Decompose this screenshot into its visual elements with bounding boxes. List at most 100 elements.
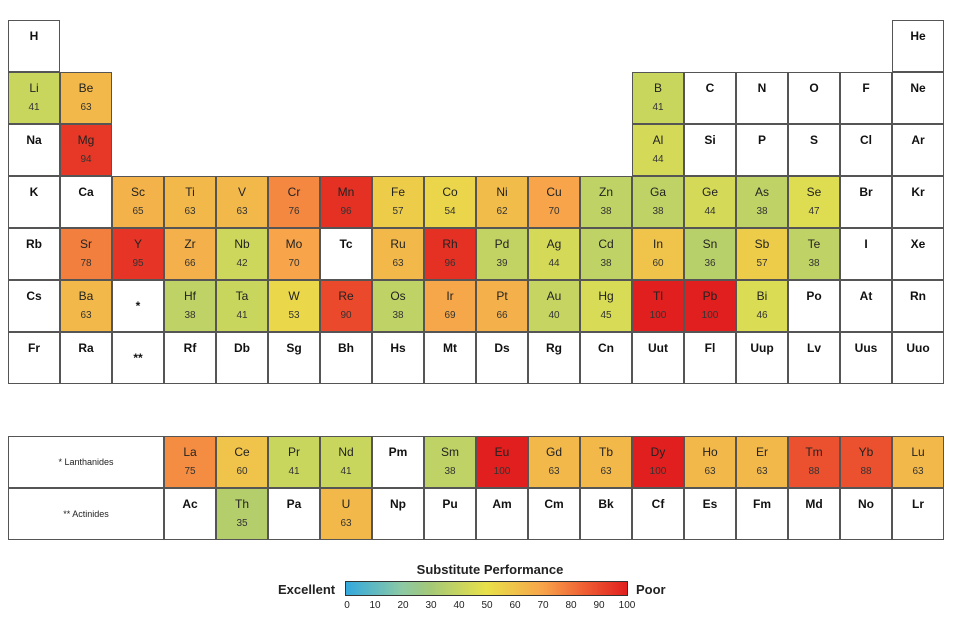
element-score: 76	[288, 206, 300, 217]
element-cell-i: I	[840, 228, 892, 280]
element-score: 38	[392, 310, 404, 321]
element-cell-sm: Sm 38	[424, 436, 476, 488]
element-score: 38	[808, 258, 820, 269]
element-cell-b: B 41	[632, 72, 684, 124]
element-score: 94	[80, 154, 92, 165]
element-symbol: H	[29, 29, 39, 43]
element-symbol: F	[862, 81, 870, 95]
element-score: 38	[756, 206, 768, 217]
element-symbol: Co	[442, 185, 458, 199]
element-symbol: Ac	[182, 497, 198, 511]
element-score: 63	[600, 466, 612, 477]
element-symbol: Si	[704, 133, 716, 147]
element-symbol: I	[864, 237, 868, 251]
element-cell-cn: Cn	[580, 332, 632, 384]
element-score: 63	[548, 466, 560, 477]
element-symbol: Nb	[234, 237, 250, 251]
element-cell-ho: Ho 63	[684, 436, 736, 488]
element-score: 41	[28, 102, 40, 113]
element-symbol: Sc	[130, 185, 145, 199]
element-score: 36	[704, 258, 716, 269]
lanthanides-label-cell: * Lanthanides	[8, 436, 164, 488]
element-cell-pa: Pa	[268, 488, 320, 540]
element-cell-sg: Sg	[268, 332, 320, 384]
element-cell-si: Si	[684, 124, 736, 176]
element-cell-pm: Pm	[372, 436, 424, 488]
element-cell-c: C	[684, 72, 736, 124]
element-score: 63	[912, 466, 924, 477]
element-symbol: Db	[234, 341, 250, 355]
element-cell-re: Re 90	[320, 280, 372, 332]
element-cell-cl: Cl	[840, 124, 892, 176]
element-cell-cr: Cr 76	[268, 176, 320, 228]
element-score: 63	[704, 466, 716, 477]
element-cell-pd: Pd 39	[476, 228, 528, 280]
element-score: 100	[493, 466, 511, 477]
element-cell-sb: Sb 57	[736, 228, 788, 280]
element-symbol: Dy	[650, 445, 666, 459]
element-symbol: Te	[807, 237, 821, 251]
element-score: 41	[288, 466, 300, 477]
element-score: 62	[496, 206, 508, 217]
element-cell-fm: Fm	[736, 488, 788, 540]
element-symbol: Fm	[753, 497, 771, 511]
legend-tick-label: 40	[453, 600, 465, 611]
lanthanide-placeholder-cell: *	[112, 280, 164, 332]
element-symbol: Lr	[912, 497, 924, 511]
element-symbol: Pa	[286, 497, 302, 511]
element-symbol: Sb	[754, 237, 770, 251]
element-cell-sr: Sr 78	[60, 228, 112, 280]
element-cell-ce: Ce 60	[216, 436, 268, 488]
element-cell-sn: Sn 36	[684, 228, 736, 280]
element-cell-es: Es	[684, 488, 736, 540]
element-symbol: Ge	[701, 185, 718, 199]
lanthanide-marker: *	[135, 299, 141, 313]
element-cell-zr: Zr 66	[164, 228, 216, 280]
element-symbol: Ir	[446, 289, 454, 303]
element-symbol: Na	[26, 133, 42, 147]
element-cell-hg: Hg 45	[580, 280, 632, 332]
element-cell-po: Po	[788, 280, 840, 332]
element-symbol: Ca	[78, 185, 94, 199]
element-cell-in: In 60	[632, 228, 684, 280]
element-symbol: Rb	[26, 237, 42, 251]
element-symbol: Pr	[288, 445, 300, 459]
element-symbol: Ar	[911, 133, 925, 147]
element-cell-as: As 38	[736, 176, 788, 228]
element-score: 60	[652, 258, 664, 269]
element-symbol: Br	[859, 185, 873, 199]
element-symbol: Ru	[390, 237, 406, 251]
element-cell-zn: Zn 38	[580, 176, 632, 228]
element-symbol: Pm	[388, 445, 408, 459]
legend-color-bar	[345, 581, 628, 596]
element-cell-ca: Ca	[60, 176, 112, 228]
element-symbol: K	[29, 185, 39, 199]
element-cell-hf: Hf 38	[164, 280, 216, 332]
element-cell-nd: Nd 41	[320, 436, 372, 488]
element-cell-ag: Ag 44	[528, 228, 580, 280]
element-cell-k: K	[8, 176, 60, 228]
element-symbol: Pu	[442, 497, 458, 511]
element-score: 44	[652, 154, 664, 165]
element-symbol: Mn	[337, 185, 355, 199]
element-score: 65	[132, 206, 144, 217]
element-symbol: Ne	[910, 81, 926, 95]
element-score: 38	[652, 206, 664, 217]
element-cell-no: No	[840, 488, 892, 540]
element-symbol: Lu	[911, 445, 925, 459]
element-symbol: Mg	[77, 133, 95, 147]
element-symbol: Hf	[184, 289, 196, 303]
element-symbol: Cl	[860, 133, 872, 147]
element-cell-cm: Cm	[528, 488, 580, 540]
element-cell-co: Co 54	[424, 176, 476, 228]
element-cell-y: Y 95	[112, 228, 164, 280]
element-cell-mt: Mt	[424, 332, 476, 384]
element-symbol: O	[809, 81, 819, 95]
element-symbol: Rn	[910, 289, 926, 303]
element-cell-uut: Uut	[632, 332, 684, 384]
element-cell-rn: Rn	[892, 280, 944, 332]
element-score: 57	[756, 258, 768, 269]
element-cell-li: Li 41	[8, 72, 60, 124]
element-cell-os: Os 38	[372, 280, 424, 332]
element-score: 44	[704, 206, 716, 217]
